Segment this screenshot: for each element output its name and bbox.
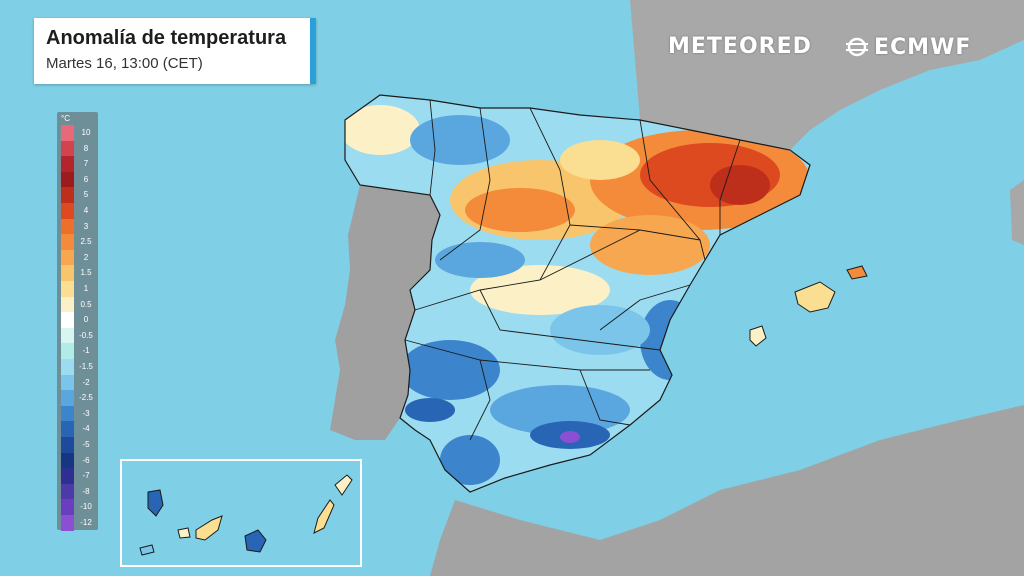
legend-label: -3: [82, 408, 90, 418]
legend-swatch: [61, 483, 74, 500]
legend-label: 1: [83, 284, 89, 293]
legend-swatch: [61, 140, 74, 157]
legend-label: 6: [83, 174, 89, 184]
portugal-landmass: [330, 185, 440, 440]
legend-swatch: [61, 468, 74, 484]
legend-swatch: [61, 515, 74, 531]
legend-swatch: [61, 171, 74, 188]
legend-label: -5: [82, 440, 90, 449]
tenerife-island: [195, 515, 223, 541]
legend-label: 2.5: [80, 237, 92, 247]
legend-label: 0.5: [80, 299, 92, 309]
legend-swatch: [61, 218, 74, 235]
legend-swatch: [61, 390, 74, 406]
legend-swatch: [61, 234, 74, 250]
legend-label: -1: [82, 346, 90, 356]
gran-canaria-island: [244, 529, 267, 553]
legend-label: -0.5: [79, 330, 93, 340]
legend-swatch: [61, 421, 74, 437]
meteored-logo: METEORED: [668, 34, 812, 59]
legend-swatch: [61, 265, 74, 281]
ecmwf-logo: ECMWF: [844, 34, 971, 60]
legend-label: -12: [80, 518, 92, 527]
legend-label: 5: [83, 190, 89, 200]
legend-swatch: [61, 312, 74, 328]
lanzarote-island: [334, 474, 353, 496]
map-title: Anomalía de temperatura: [46, 27, 287, 49]
legend-unit: °C: [61, 114, 70, 123]
canary-islands-inset: [120, 459, 362, 567]
la-palma-island: [147, 489, 164, 517]
legend-label: -6: [82, 455, 90, 465]
legend-label: -1.5: [79, 362, 93, 371]
legend-label: 1.5: [80, 268, 92, 278]
france-landmass: [630, 0, 1024, 150]
ecmwf-label: ECMWF: [874, 34, 972, 60]
el-hierro-island: [139, 544, 155, 556]
legend-label: 3: [83, 221, 89, 231]
legend-label: -10: [80, 502, 92, 512]
title-panel: Anomalía de temperatura Martes 16, 13:00…: [34, 18, 316, 84]
legend-swatch: [61, 156, 74, 172]
legend-swatch: [61, 203, 74, 219]
legend-swatch: [61, 249, 74, 266]
africa-landmass: [430, 405, 1024, 576]
legend-swatch: [61, 125, 74, 141]
legend-swatch: [61, 327, 74, 344]
ibiza-island: [749, 325, 767, 347]
legend-label: 2: [83, 252, 89, 262]
legend-label: 10: [81, 128, 91, 137]
legend-swatch: [61, 452, 74, 469]
legend-swatch: [61, 343, 74, 359]
legend-label: 0: [83, 315, 89, 325]
legend-swatch: [61, 281, 74, 297]
legend-label: -4: [82, 424, 90, 434]
mallorca-island: [794, 281, 836, 313]
legend-swatch: [61, 296, 74, 313]
menorca-island: [846, 265, 868, 280]
color-legend: °C 10 8 7 6 5 4 3 2.5 2 1.5 1 0.5 0 -0.5 -1 -1.5 -2 -2.5 -…: [57, 112, 98, 531]
legend-swatch: [61, 374, 74, 391]
legend-swatch: [61, 499, 74, 515]
legend-swatch: [61, 187, 74, 203]
la-gomera-island: [177, 527, 191, 539]
region-borders: [404, 99, 741, 441]
map-subtitle: Martes 16, 13:00 (CET): [46, 55, 203, 72]
legend-label: -2: [82, 377, 90, 387]
legend-label: -2.5: [79, 393, 93, 403]
fuerteventura-island: [313, 499, 335, 534]
legend-swatch: [61, 437, 74, 453]
legend-label: 4: [83, 206, 89, 215]
legend-label: -8: [82, 486, 90, 496]
ecmwf-icon: [846, 37, 868, 57]
legend-label: -7: [82, 471, 90, 481]
sardinia-island: [1010, 180, 1024, 245]
legend-swatch: [61, 405, 74, 422]
legend-label: 7: [83, 159, 89, 169]
legend-label: 8: [83, 143, 89, 153]
spain-outline: [344, 94, 811, 493]
legend-swatch: [61, 359, 74, 375]
